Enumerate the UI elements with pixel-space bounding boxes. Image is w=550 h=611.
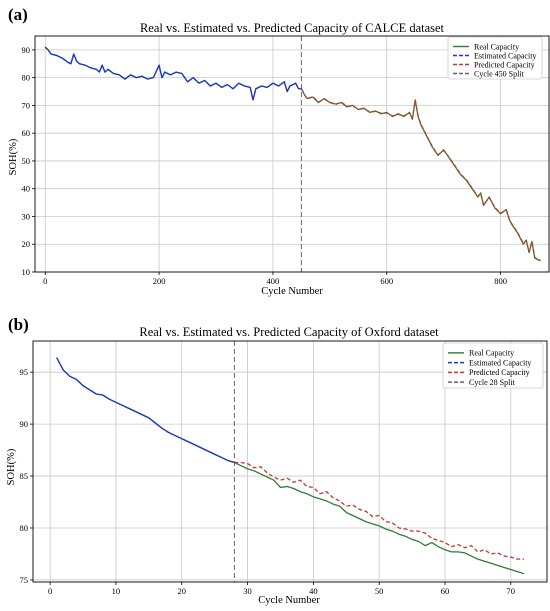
legend-label: Cycle 28 Split — [469, 378, 516, 387]
x-tick-label: 30 — [243, 586, 252, 596]
y-tick-label: 30 — [22, 211, 31, 221]
x-tick-label: 50 — [375, 586, 384, 596]
y-tick-label: 75 — [20, 575, 29, 585]
y-tick-label: 80 — [22, 73, 31, 83]
chart-title: Real vs. Estimated vs. Predicted Capacit… — [139, 325, 439, 339]
y-tick-label: 80 — [20, 523, 29, 533]
legend-label: Real Capacity — [474, 42, 519, 51]
series-line-real-capacity — [56, 357, 525, 575]
y-tick-label: 60 — [22, 128, 31, 138]
panel-label: (b) — [8, 315, 29, 334]
legend-box — [442, 342, 544, 389]
x-tick-label: 40 — [309, 586, 318, 596]
x-tick-label: 800 — [494, 276, 507, 286]
x-tick-label: 20 — [177, 586, 186, 596]
y-tick-label: 70 — [22, 100, 31, 110]
chart-title: Real vs. Estimated vs. Predicted Capacit… — [140, 21, 445, 35]
legend-box — [447, 36, 543, 80]
y-tick-label: 90 — [22, 45, 31, 55]
y-tick-label: 20 — [22, 239, 31, 249]
x-axis-label: Cycle Number — [261, 286, 323, 297]
x-tick-label: 200 — [153, 276, 166, 286]
legend-label: Predicted Capacity — [469, 368, 530, 377]
series-line-estimated-capacity — [44, 46, 302, 101]
series-line-predicted-capacity — [234, 461, 524, 560]
y-axis-label: SOH(%) — [6, 448, 17, 485]
chart-panel-b: (b) Real vs. Estimated vs. Predicted Cap… — [6, 315, 548, 606]
x-tick-label: 70 — [507, 586, 516, 596]
x-tick-label: 0 — [43, 276, 47, 286]
plot-area: 0 10 20 30 40 50 60 70 75 80 85 90 95 Real CapacityEs… — [20, 340, 548, 596]
y-tick-label: 90 — [20, 419, 29, 429]
x-axis-label: Cycle Number — [258, 595, 320, 606]
x-tick-label: 600 — [380, 276, 393, 286]
plot-area: 0 200 400 600 800 10 20 30 40 50 60 70 80 90 Real Capa… — [22, 35, 550, 286]
legend-label: Estimated Capacity — [469, 358, 531, 367]
x-tick-label: 0 — [48, 586, 52, 596]
y-tick-label: 50 — [22, 156, 31, 166]
legend-label: Estimated Capacity — [474, 51, 536, 60]
legend-label: Real Capacity — [469, 349, 514, 358]
y-tick-label: 85 — [20, 471, 29, 481]
axes-frame — [32, 340, 548, 583]
y-tick-label: 10 — [22, 267, 31, 277]
legend-label: Cycle 450 Split — [474, 69, 525, 78]
panel-label: (a) — [8, 5, 28, 24]
x-tick-label: 60 — [441, 586, 450, 596]
y-tick-label: 95 — [20, 367, 29, 377]
series-line-predicted-capacity — [300, 88, 541, 261]
legend-label: Predicted Capacity — [474, 60, 535, 69]
axes-frame — [34, 35, 550, 273]
x-tick-label: 10 — [112, 586, 121, 596]
y-axis-label: SOH(%) — [8, 138, 19, 175]
y-tick-label: 40 — [22, 184, 31, 194]
series-line-estimated-capacity — [56, 357, 235, 464]
chart-panel-a: (a) Real vs. Estimated vs. Predicted Cap… — [8, 5, 550, 297]
x-tick-label: 400 — [267, 276, 280, 286]
